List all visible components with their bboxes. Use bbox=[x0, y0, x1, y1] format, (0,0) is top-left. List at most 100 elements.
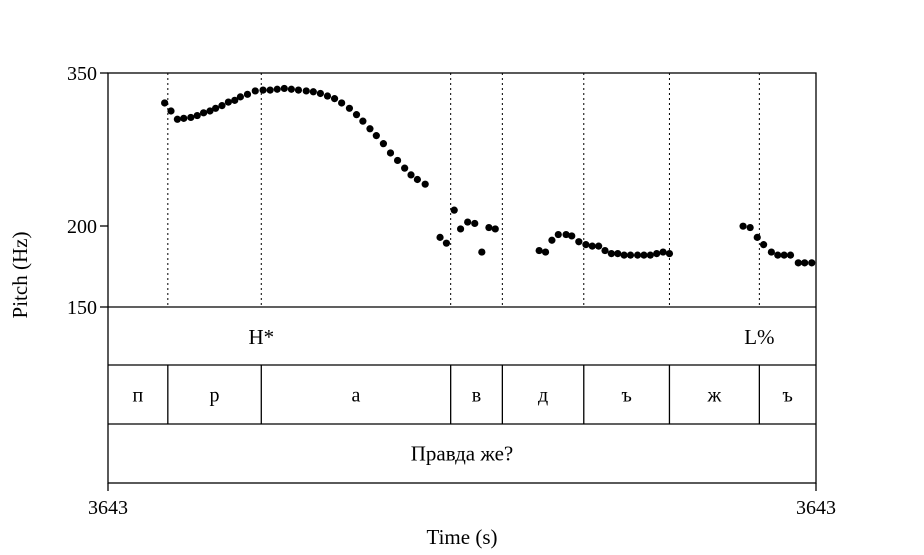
pitch-point bbox=[595, 242, 603, 250]
pitch-point bbox=[366, 125, 374, 133]
pitch-point bbox=[786, 251, 795, 259]
pitch-point bbox=[653, 249, 661, 258]
pitch-point bbox=[379, 140, 388, 148]
pitch-point bbox=[626, 251, 635, 259]
tone-label-0: H* bbox=[248, 325, 274, 349]
pitch-point bbox=[231, 96, 239, 104]
pitch-point bbox=[436, 233, 444, 241]
y-tick-label-150: 150 bbox=[67, 297, 97, 319]
pitch-point bbox=[224, 98, 232, 106]
pitch-point bbox=[554, 230, 562, 239]
pitch-point bbox=[330, 95, 339, 103]
pitch-point bbox=[421, 180, 429, 188]
pitch-point bbox=[407, 171, 415, 179]
pitch-point bbox=[359, 117, 367, 125]
x-tick-label-start: 3643 bbox=[88, 497, 128, 519]
pitch-point bbox=[774, 251, 782, 259]
pitch-point bbox=[659, 248, 667, 256]
frames bbox=[107, 72, 817, 484]
pitch-point bbox=[665, 249, 674, 258]
segment-label-4: д bbox=[538, 385, 548, 407]
pitch-point bbox=[218, 102, 226, 110]
pitch-point bbox=[767, 248, 775, 256]
pitch-point bbox=[541, 248, 550, 256]
pitch-point bbox=[633, 251, 642, 259]
pitch-point bbox=[266, 86, 274, 94]
pitch-point bbox=[450, 206, 458, 214]
pitch-point bbox=[808, 259, 816, 267]
pitch-point bbox=[273, 85, 281, 93]
word-label-0: Правда же? bbox=[411, 442, 514, 466]
pitch-point bbox=[607, 249, 615, 258]
pitch-point bbox=[287, 85, 295, 93]
segment-label-3: в bbox=[472, 385, 481, 407]
pitch-point bbox=[372, 132, 380, 140]
pitch-point bbox=[568, 232, 576, 240]
pitch-point bbox=[236, 93, 244, 101]
pitch-point bbox=[575, 238, 583, 246]
y-axis-title: Pitch (Hz) bbox=[8, 232, 32, 319]
pitch-point bbox=[161, 99, 169, 107]
pitch-point bbox=[562, 230, 570, 239]
y-tick-label-350: 350 bbox=[67, 63, 97, 85]
pitch-point bbox=[442, 239, 451, 247]
pitch-point bbox=[478, 248, 486, 256]
tones-tier: H* L% bbox=[248, 325, 774, 349]
x-axis-title: Time (s) bbox=[427, 525, 498, 549]
pitch-point bbox=[280, 84, 288, 93]
y-tick-label-200: 200 bbox=[67, 216, 97, 238]
pitch-point bbox=[760, 241, 768, 249]
pitch-point bbox=[187, 113, 195, 122]
pitch-point bbox=[338, 99, 346, 107]
pitch-point bbox=[259, 86, 267, 94]
pitch-point bbox=[548, 236, 556, 244]
segment-label-0: п bbox=[133, 385, 144, 407]
pitch-point bbox=[794, 259, 802, 267]
pitch-point bbox=[401, 164, 409, 172]
pitch-point bbox=[309, 88, 317, 96]
pitch-point bbox=[393, 156, 402, 165]
segment-label-2: а bbox=[352, 385, 361, 407]
segment-boundaries bbox=[167, 73, 761, 424]
segment-label-7: ъ bbox=[783, 385, 793, 407]
pitch-point bbox=[316, 89, 324, 98]
segment-label-1: р bbox=[210, 385, 220, 407]
x-tick-label-end: 3643 bbox=[796, 497, 836, 519]
pitch-point bbox=[180, 114, 188, 122]
pitch-point bbox=[646, 251, 654, 259]
pitch-point bbox=[352, 111, 361, 119]
pitch-point bbox=[753, 233, 761, 241]
x-axis bbox=[107, 483, 817, 491]
segment-label-6: ж bbox=[706, 385, 721, 407]
pitch-point bbox=[582, 241, 590, 249]
pitch-point bbox=[193, 111, 201, 120]
pitch-point bbox=[212, 104, 220, 112]
pitch-points bbox=[161, 84, 816, 267]
pitch-point bbox=[780, 251, 788, 259]
pitch-point bbox=[485, 223, 493, 232]
pitch-point bbox=[251, 87, 259, 95]
pitch-point bbox=[746, 223, 754, 232]
pitch-point bbox=[471, 219, 479, 228]
y-axis bbox=[100, 72, 108, 308]
pitch-point bbox=[588, 242, 596, 250]
pitch-point bbox=[801, 259, 809, 267]
pitch-point bbox=[620, 251, 628, 259]
pitch-point bbox=[413, 175, 421, 184]
pitch-point bbox=[456, 225, 465, 233]
pitch-point bbox=[535, 246, 543, 255]
pitch-point bbox=[173, 115, 181, 123]
pitch-point bbox=[614, 249, 622, 258]
pitch-point bbox=[323, 92, 332, 100]
pitch-point bbox=[739, 222, 747, 230]
pitch-point bbox=[491, 225, 499, 233]
pitch-point bbox=[386, 149, 395, 157]
words-tier: Правда же? bbox=[411, 442, 514, 466]
segment-label-5: ъ bbox=[621, 385, 631, 407]
pitch-point bbox=[640, 251, 648, 259]
pitch-point bbox=[199, 109, 208, 117]
pitch-point bbox=[294, 86, 303, 94]
pitch-point bbox=[464, 218, 472, 226]
